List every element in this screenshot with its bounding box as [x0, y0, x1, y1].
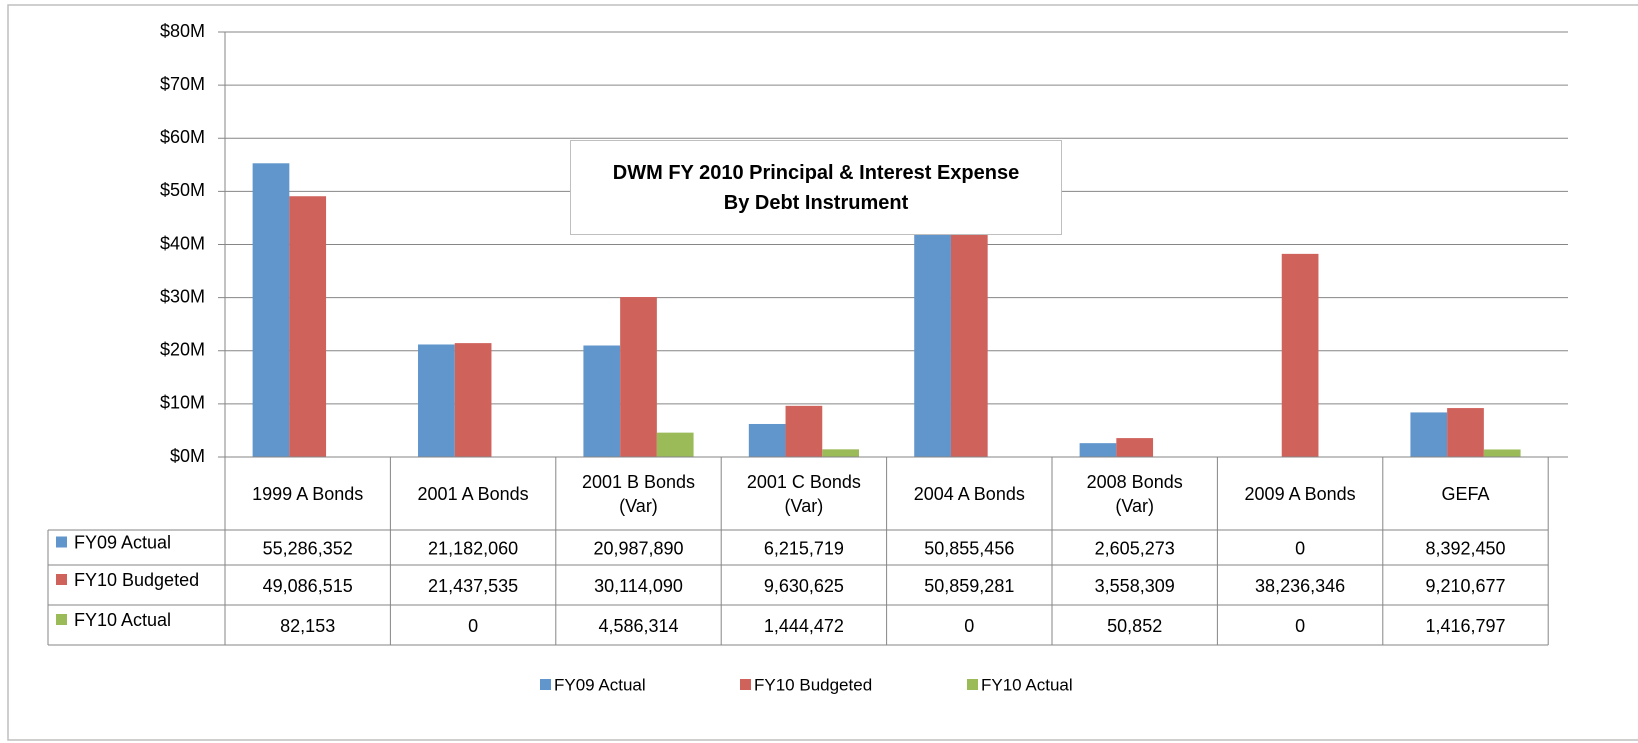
x-tick-label: 2001 A Bonds: [417, 483, 529, 504]
y-tick-label: $70M: [160, 74, 205, 94]
chart-title: DWM FY 2010 Principal & Interest Expense…: [570, 140, 1062, 235]
x-tick-label: 2009 A Bonds: [1244, 483, 1356, 504]
table-row-label: FY09 Actual: [74, 532, 171, 552]
table-value: 21,437,535: [428, 576, 518, 596]
x-tick-label: GEFA: [1441, 483, 1490, 504]
y-tick-label: $60M: [160, 127, 205, 147]
bar: [289, 196, 327, 457]
table-row-label: FY10 Budgeted: [74, 570, 199, 590]
bar: [1116, 438, 1154, 457]
legend-key: [56, 574, 67, 585]
table-value: 50,852: [1107, 616, 1162, 636]
table-value: 20,987,890: [593, 538, 683, 558]
x-tick-label: 2008 Bonds (Var): [1086, 471, 1183, 516]
y-tick-label: $80M: [160, 21, 205, 41]
table-value: 9,210,677: [1425, 576, 1505, 596]
x-tick-label: 2004 A Bonds: [913, 483, 1025, 504]
table-value: 3,558,309: [1095, 576, 1175, 596]
table-value: 6,215,719: [764, 538, 844, 558]
x-tick-label: 2001 C Bonds (Var): [746, 471, 861, 516]
table-value: 0: [1295, 616, 1305, 636]
bar: [583, 345, 621, 457]
y-tick-label: $0M: [170, 446, 205, 466]
table-value: 38,236,346: [1255, 576, 1345, 596]
bar: [454, 343, 492, 457]
bar: [1281, 253, 1319, 457]
table-value: 0: [1295, 538, 1305, 558]
chart-border: [7, 4, 1638, 741]
bar: [748, 423, 786, 457]
table-value: 1,444,472: [764, 616, 844, 636]
legend-swatch: [540, 679, 551, 690]
x-tick-label: 1999 A Bonds: [252, 483, 364, 504]
bar: [620, 297, 657, 457]
table-value: 55,286,352: [263, 538, 353, 558]
bar: [1447, 408, 1484, 457]
table-row-label: FY10 Actual: [74, 610, 171, 630]
table-value: 49,086,515: [263, 576, 353, 596]
table-value: 82,153: [280, 616, 335, 636]
x-tick-label: 2001 B Bonds (Var): [581, 471, 696, 516]
table-value: 8,392,450: [1425, 538, 1505, 558]
legend-label: FY10 Actual: [981, 675, 1073, 694]
y-tick-label: $30M: [160, 286, 205, 306]
table-value: 1,416,797: [1425, 616, 1505, 636]
legend-key: [56, 614, 67, 625]
table-value: 4,586,314: [598, 616, 678, 636]
y-tick-label: $10M: [160, 393, 205, 413]
table-value: 0: [468, 616, 478, 636]
y-tick-label: $20M: [160, 340, 205, 360]
legend-label: FY10 Budgeted: [754, 675, 872, 694]
y-tick-label: $40M: [160, 233, 205, 253]
legend-key: [56, 536, 67, 548]
bar: [785, 405, 823, 457]
bar: [418, 344, 455, 457]
table-value: 30,114,090: [594, 576, 683, 596]
bar: [252, 163, 290, 457]
table-value: 50,859,281: [924, 576, 1014, 596]
legend-swatch: [740, 679, 751, 690]
bar: [1483, 449, 1521, 457]
legend-swatch: [967, 679, 978, 690]
table-value: 2,605,273: [1095, 538, 1175, 558]
table-value: 21,182,060: [428, 538, 518, 558]
legend-label: FY09 Actual: [554, 675, 646, 694]
table-value: 50,855,456: [924, 538, 1014, 558]
table-value: 9,630,625: [764, 576, 844, 596]
bar: [1410, 412, 1448, 457]
bar: [822, 449, 859, 457]
y-tick-label: $50M: [160, 180, 205, 200]
table-value: 0: [964, 616, 974, 636]
bar: [1079, 443, 1117, 457]
bar: [656, 432, 694, 457]
